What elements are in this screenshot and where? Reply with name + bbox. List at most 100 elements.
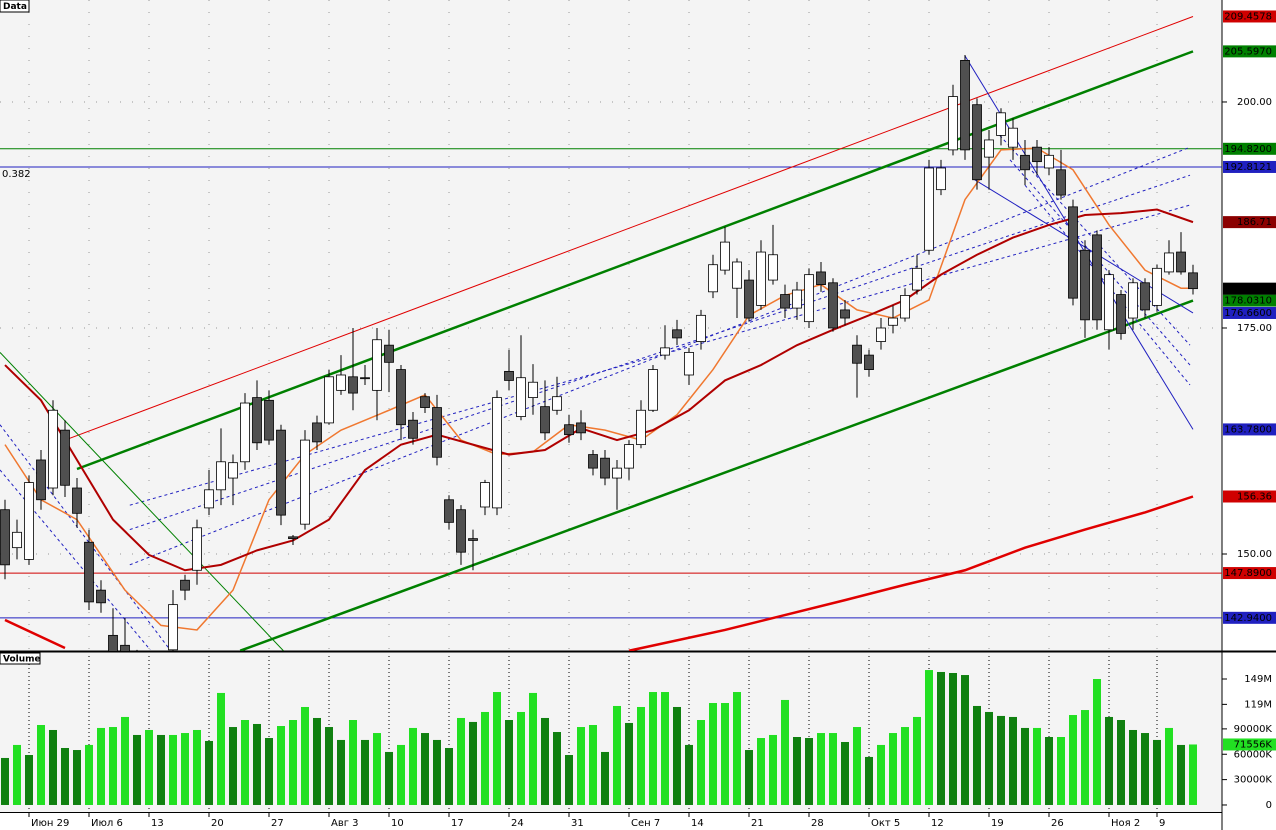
volume-bar xyxy=(1129,729,1137,805)
candle-body xyxy=(360,377,370,380)
price-label-box xyxy=(1223,45,1276,58)
x-tick-label: 20 xyxy=(211,818,224,829)
volume-bar xyxy=(505,720,513,805)
volume-bar xyxy=(1165,727,1173,805)
x-tick-label: 13 xyxy=(151,818,164,829)
candle-body xyxy=(1032,146,1042,163)
candle-body xyxy=(912,267,922,291)
candle-body xyxy=(396,369,406,426)
volume-bar xyxy=(409,727,417,805)
x-tick-label: 14 xyxy=(691,818,704,829)
candle-body xyxy=(888,317,898,326)
volume-bar xyxy=(49,729,57,805)
x-tick-label: Июн 29 xyxy=(31,818,69,829)
volume-bar xyxy=(997,715,1005,805)
candle-body xyxy=(900,295,910,319)
y-tick-label: 149M xyxy=(1244,674,1272,685)
candle-body xyxy=(1152,267,1162,306)
candle-body xyxy=(240,402,250,463)
price-label-box xyxy=(1223,423,1276,436)
candle-body xyxy=(648,369,658,411)
price-label: 192.8121 xyxy=(1224,162,1272,173)
candle-body xyxy=(612,467,622,479)
volume-bar xyxy=(493,692,501,805)
candle-body xyxy=(432,407,442,458)
volume-bar xyxy=(937,671,945,805)
candle-body xyxy=(204,489,214,509)
candle-body xyxy=(504,370,514,381)
moving-average xyxy=(4,495,1194,651)
candle-body xyxy=(852,344,862,364)
candle-body xyxy=(24,482,34,560)
volume-bar xyxy=(205,740,213,805)
volume-bar xyxy=(1105,716,1113,805)
volume-bar xyxy=(865,756,873,805)
candle-body xyxy=(1116,294,1126,334)
candle-body xyxy=(96,589,106,604)
volume-bar xyxy=(277,726,285,805)
candle-body xyxy=(1104,274,1114,331)
candle-body xyxy=(816,271,826,285)
candle-body xyxy=(1128,282,1138,319)
candle-body xyxy=(1176,251,1186,273)
x-tick-label: 31 xyxy=(571,818,584,829)
candle-body xyxy=(288,536,298,540)
candle-body xyxy=(216,461,226,491)
volume-bar xyxy=(805,738,813,805)
volume-plot xyxy=(1,656,1197,812)
x-tick-label: 24 xyxy=(511,818,524,829)
x-tick-label: Авг 3 xyxy=(331,818,359,829)
price-label-box xyxy=(1223,294,1276,307)
price-label: 176.6600 xyxy=(1224,308,1272,319)
volume-bar xyxy=(157,734,165,805)
candle-body xyxy=(840,309,850,319)
volume-bar xyxy=(817,733,825,805)
candle-body xyxy=(48,409,58,489)
price-label: 142.9400 xyxy=(1224,613,1272,624)
title-box xyxy=(0,0,30,13)
volume-bar xyxy=(61,747,69,805)
x-tick-label: Июл 6 xyxy=(91,818,123,829)
volume-bar xyxy=(373,733,381,805)
candle-body xyxy=(1008,127,1018,148)
volume-bar xyxy=(1177,744,1185,805)
volume-bar xyxy=(1117,720,1125,805)
price-label: 186.71 xyxy=(1237,217,1272,228)
price-label: 156.36 xyxy=(1237,491,1272,502)
volume-bar xyxy=(757,738,765,805)
volume-bar xyxy=(13,744,21,805)
candle-body xyxy=(108,634,118,651)
volume-bar xyxy=(649,692,657,805)
price-label: 179.35 xyxy=(1237,284,1272,295)
candle-body xyxy=(672,329,682,339)
price-label-box xyxy=(1223,10,1276,23)
volume-bar xyxy=(973,705,981,805)
x-tick-label: 21 xyxy=(751,818,764,829)
volume-bar xyxy=(673,706,681,805)
volume-bar xyxy=(1069,715,1077,805)
volume-bar xyxy=(1033,727,1041,805)
x-tick-label: 9 xyxy=(1159,818,1165,829)
candle-body xyxy=(828,282,838,329)
volume-bar xyxy=(181,733,189,805)
volume-bar xyxy=(397,744,405,805)
volume-bar xyxy=(85,744,93,805)
volume-bar xyxy=(97,727,105,805)
x-tick-label: Окт 5 xyxy=(871,818,900,829)
volume-bar xyxy=(109,727,117,805)
last-volume-box xyxy=(1223,738,1276,751)
y-tick-label: 119M xyxy=(1244,699,1272,710)
volume-bar xyxy=(565,755,573,805)
candle-body xyxy=(492,397,502,509)
y-tick-label: 60000K xyxy=(1234,749,1273,760)
volume-bar xyxy=(193,729,201,805)
candle-body xyxy=(684,351,694,376)
price-label: 178.0310 xyxy=(1224,296,1272,307)
volume-bar xyxy=(217,692,225,805)
trend-line xyxy=(239,299,1194,651)
candle-body xyxy=(1092,234,1102,321)
y-tick-label: 200.00 xyxy=(1237,97,1272,108)
candle-body xyxy=(660,347,670,356)
volume-bar xyxy=(961,675,969,805)
trend-line xyxy=(1024,184,1191,386)
